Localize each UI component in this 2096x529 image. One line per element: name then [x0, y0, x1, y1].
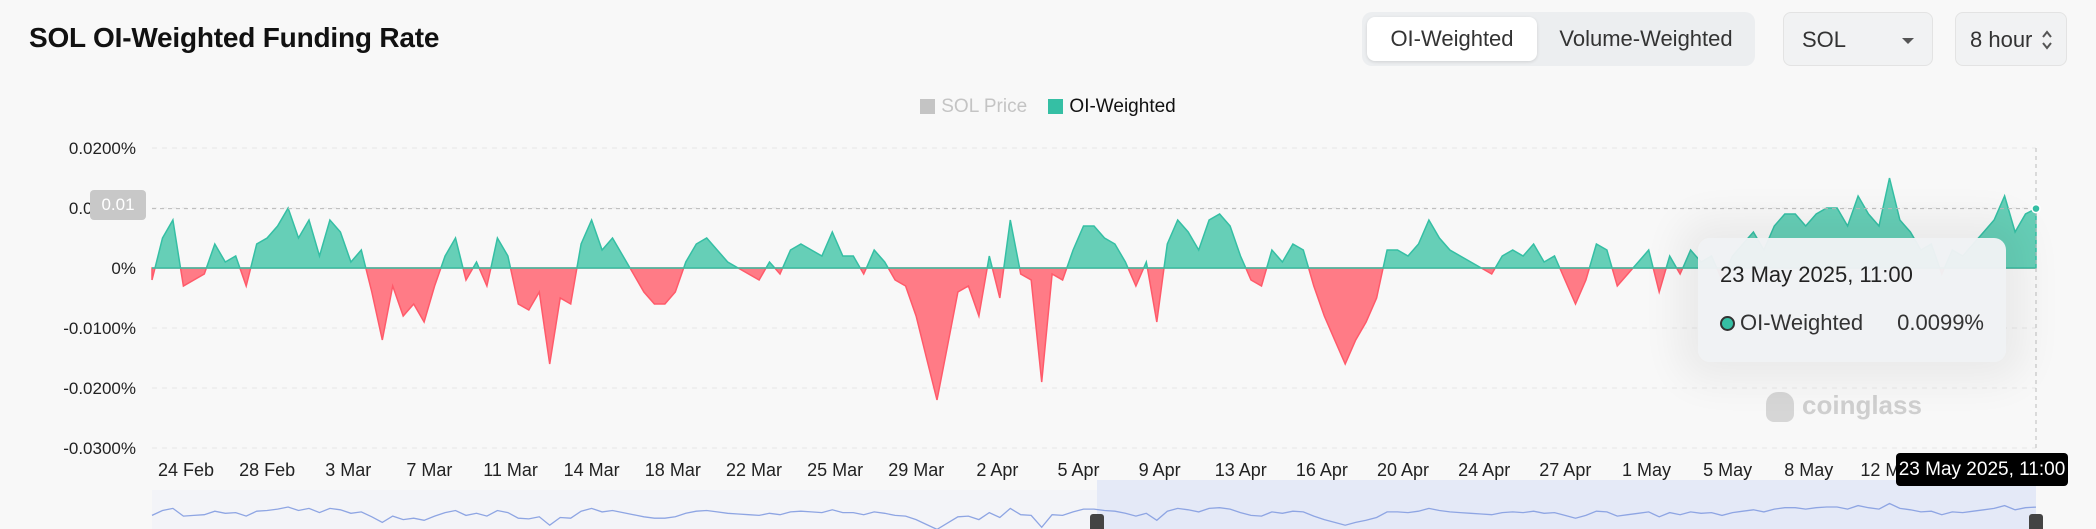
watermark: coinglass [1766, 390, 1922, 422]
coinglass-logo-icon [1766, 392, 1794, 422]
x-tick-label: 25 Mar [807, 460, 863, 480]
y-tick-label: 0.0200% [69, 139, 136, 158]
chevron-down-icon [1902, 38, 1914, 44]
y-tick-label: -0.0100% [63, 319, 136, 338]
crosshair-x-label: 23 May 2025, 11:00 [1896, 453, 2068, 486]
x-tick-label: 7 Mar [406, 460, 452, 480]
x-tick-label: 28 Feb [239, 460, 295, 480]
y-tick-label: -0.0200% [63, 379, 136, 398]
chart-legend: SOL Price OI-Weighted [0, 96, 2096, 118]
navigator [151, 480, 2043, 529]
navigator-handle [2029, 514, 2043, 529]
up-down-chevron-icon [2042, 30, 2052, 50]
x-tick-label: 13 Apr [1215, 460, 1267, 480]
tooltip: 23 May 2025, 11:00 OI-Weighted 0.0099% [1698, 238, 2006, 362]
x-tick-label: 29 Mar [888, 460, 944, 480]
x-tick-label: 16 Apr [1296, 460, 1348, 480]
tooltip-title: 23 May 2025, 11:00 [1720, 262, 1913, 287]
tooltip-series-name: OI-Weighted [1740, 310, 1864, 335]
page-title: SOL OI-Weighted Funding Rate [29, 22, 440, 53]
x-tick-label: 9 Apr [1139, 460, 1181, 480]
crosshair-point [2031, 203, 2041, 214]
y-axis: 0.0200%0.0100%0%-0.0100%-0.0200%-0.0300% [63, 139, 136, 458]
navigator-handle [1090, 514, 1104, 529]
tab-volume-weighted[interactable]: Volume-Weighted [1559, 26, 1733, 51]
legend-swatch-oi-weighted [1048, 99, 1064, 114]
legend-label-price: SOL Price [941, 96, 1028, 117]
tab-oi-weighted[interactable]: OI-Weighted [1367, 17, 1537, 61]
weighting-toggle: OI-Weighted Volume-Weighted [1362, 12, 1755, 66]
x-tick-label: 20 Apr [1377, 460, 1429, 480]
legend-item-price[interactable]: SOL Price [920, 96, 1027, 118]
y-tick-label: 0% [111, 259, 136, 278]
watermark-text: coinglass [1802, 390, 1922, 420]
asset-select-value: SOL [1802, 27, 1847, 52]
legend-label-oi-weighted: OI-Weighted [1069, 96, 1176, 117]
interval-select-value: 8 hour [1970, 27, 2033, 52]
x-tick-label: 24 Apr [1458, 460, 1510, 480]
x-tick-label: 3 Mar [325, 460, 371, 480]
x-tick-label: 5 May [1703, 460, 1752, 480]
x-tick-label: 1 May [1622, 460, 1671, 480]
legend-swatch-price [920, 99, 936, 114]
x-tick-label: 22 Mar [726, 460, 782, 480]
x-tick-label: 11 Mar [483, 460, 538, 480]
x-tick-label: 18 Mar [645, 460, 701, 480]
crosshair-y-label: 0.01 [90, 190, 146, 220]
asset-select[interactable]: SOL [1783, 12, 1933, 66]
legend-item-oi-weighted[interactable]: OI-Weighted [1048, 96, 1176, 118]
y-tick-label: -0.0300% [63, 439, 136, 458]
x-tick-label: 5 Apr [1057, 460, 1099, 480]
interval-select[interactable]: 8 hour [1955, 12, 2067, 66]
x-tick-label: 24 Feb [158, 460, 214, 480]
navigator-selection [1097, 480, 2036, 529]
navigator-line [151, 502, 2037, 529]
x-axis: 24 Feb 28 Feb 3 Mar 7 Mar 11 Mar 14 Mar 18 Mar… [158, 460, 2001, 480]
x-tick-label: 27 Apr [1539, 460, 1591, 480]
x-tick-label: 8 May [1784, 460, 1833, 480]
tooltip-series-marker [1720, 316, 1735, 331]
x-tick-label: 2 Apr [976, 460, 1018, 480]
tooltip-value: 0.0099% [1897, 310, 1984, 335]
x-tick-label: 14 Mar [564, 460, 620, 480]
